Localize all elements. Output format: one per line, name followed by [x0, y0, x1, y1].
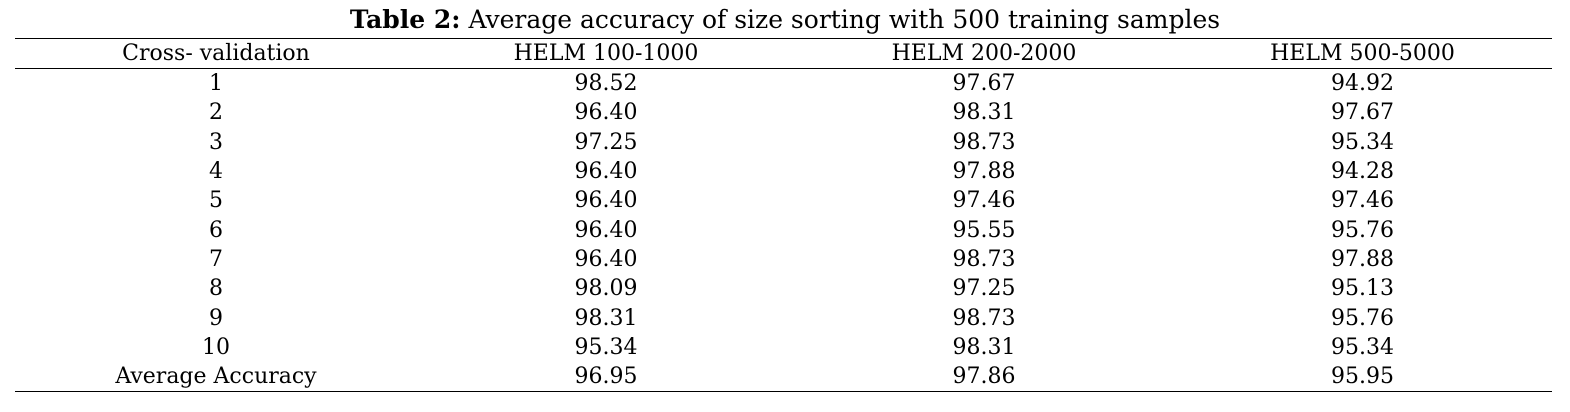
table-cell: 7	[209, 246, 223, 272]
header-row: Cross- validation HELM 100-1000 HELM 200…	[15, 38, 1552, 69]
table-cell: 98.09	[574, 276, 638, 302]
table-row: 2 96.40 98.31 97.67	[15, 98, 1552, 127]
table-row: 8 98.09 97.25 95.13	[15, 274, 1552, 303]
header-helm-500-5000: HELM 500-5000	[1173, 38, 1552, 69]
table-row: 7 96.40 98.73 97.88	[15, 245, 1552, 274]
table-cell: 95.34	[1331, 129, 1394, 155]
table-cell: 96.40	[574, 188, 638, 214]
table-cell: 97.88	[952, 159, 1016, 185]
table-cell: 97.88	[1331, 246, 1394, 272]
table-cell: 98.31	[952, 334, 1016, 360]
table-cell: 98.73	[952, 129, 1016, 155]
header-helm-100-1000: HELM 100-1000	[417, 38, 795, 69]
table-cell: 5	[209, 188, 223, 214]
table-cell: 97.25	[952, 276, 1016, 302]
table-row: 1 98.52 97.67 94.92	[15, 69, 1552, 99]
table-row: 4 96.40 97.88 94.28	[15, 157, 1552, 186]
table-cell: 97.46	[952, 188, 1016, 214]
table-cell: 97.86	[795, 361, 1173, 393]
table-cell: 97.67	[952, 71, 1016, 97]
caption-label: Table 2:	[349, 5, 461, 34]
table-cell: 95.55	[952, 217, 1016, 243]
table-cell: Average Accuracy	[15, 361, 417, 393]
table-cell: 10	[202, 334, 230, 360]
table-cell: 98.31	[574, 305, 638, 331]
table-cell: 4	[209, 159, 223, 185]
table-cell: 9	[209, 305, 223, 331]
table-cell: 95.95	[1173, 361, 1552, 393]
table-cell: 8	[209, 276, 223, 302]
table-cell: 96.40	[574, 217, 638, 243]
table-cell: 97.67	[1331, 100, 1394, 126]
table-row: 3 97.25 98.73 95.34	[15, 128, 1552, 157]
average-row: Average Accuracy 96.95 97.86 95.95	[15, 361, 1552, 393]
table-cell: 96.40	[574, 246, 638, 272]
table-cell: 98.73	[952, 246, 1016, 272]
table-cell: 96.40	[574, 100, 638, 126]
table-cell: 97.25	[574, 129, 638, 155]
table-cell: 98.73	[952, 305, 1016, 331]
table-cell: 95.34	[1331, 334, 1394, 360]
table-row: 9 98.31 98.73 95.76	[15, 303, 1552, 332]
table-cell: 95.76	[1331, 305, 1394, 331]
table-cell: 95.13	[1331, 276, 1394, 302]
table-row: 10 95.34 98.31 95.34	[15, 333, 1552, 362]
table-cell: 98.52	[574, 71, 638, 97]
table-cell: 6	[209, 217, 223, 243]
header-cross-validation: Cross- validation	[15, 38, 417, 69]
table-cell: 95.76	[1331, 217, 1394, 243]
table-cell: 96.95	[417, 361, 795, 393]
table-cell: 97.46	[1331, 188, 1394, 214]
table-row: 6 96.40 95.55 95.76	[15, 215, 1552, 244]
table-row: 5 96.40 97.46 97.46	[15, 186, 1552, 215]
table-cell: 1	[209, 71, 223, 97]
header-helm-200-2000: HELM 200-2000	[795, 38, 1173, 69]
table-cell: 94.92	[1331, 71, 1394, 97]
table-cell: 2	[209, 100, 223, 126]
table-caption: Table 2: Average accuracy of size sortin…	[0, 4, 1570, 36]
table-cell: 98.31	[952, 100, 1016, 126]
table-cell: 95.34	[574, 334, 638, 360]
table-cell: 3	[209, 129, 223, 155]
accuracy-table: Cross- validation HELM 100-1000 HELM 200…	[15, 38, 1552, 393]
caption-text: Average accuracy of size sorting with 50…	[460, 5, 1221, 34]
table-cell: 96.40	[574, 159, 638, 185]
table-cell: 94.28	[1331, 159, 1394, 185]
